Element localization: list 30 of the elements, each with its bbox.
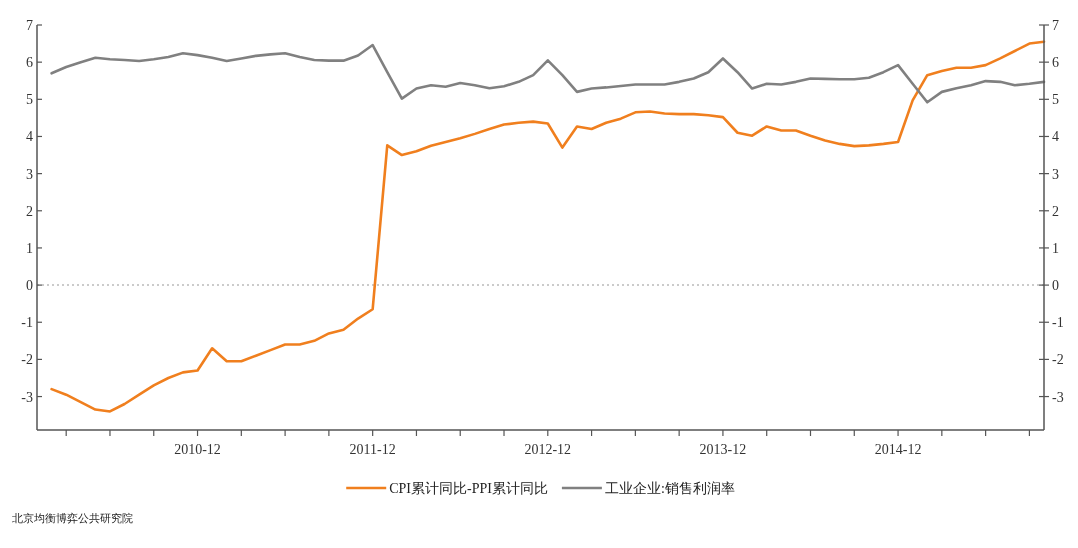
y-tick-label: 0 [26,278,33,294]
y2-tick-label: 2 [1052,203,1059,219]
y-tick-label: 5 [26,92,33,108]
y-tick-label: 6 [26,55,33,71]
x-tick-label: 2011-12 [349,442,396,457]
x-tick-label: 2010-12 [174,442,221,457]
legend-label: CPI累计同比-PPI累计同比 [389,481,548,496]
y2-tick-label: 1 [1052,240,1059,256]
y2-tick-label: 5 [1052,92,1059,108]
y-tick-label: 2 [26,203,33,219]
y-tick-label: -3 [21,389,33,405]
y2-tick-label: -3 [1052,389,1064,405]
y2-tick-label: 0 [1052,278,1059,294]
y-tick-label: -1 [21,315,33,331]
y-tick-label: 4 [26,129,33,145]
y-tick-label: -2 [21,352,33,368]
y-tick-label: 3 [26,166,33,182]
y2-tick-label: 7 [1052,18,1059,33]
y2-tick-label: 3 [1052,166,1059,182]
x-tick-label: 2013-12 [699,442,747,457]
y2-tick-label: 6 [1052,55,1059,71]
legend-label: 工业企业:销售利润率 [604,481,735,496]
x-tick-label: 2014-12 [874,442,922,457]
y2-tick-label: 4 [1052,129,1059,145]
x-tick-label: 2012-12 [524,442,572,457]
y2-tick-label: -1 [1052,315,1064,331]
annotation: 北京均衡博弈公共研究院 [12,512,133,524]
y2-tick-label: -2 [1052,352,1064,368]
y-tick-label: 1 [26,240,33,256]
y-tick-label: 7 [26,18,33,33]
